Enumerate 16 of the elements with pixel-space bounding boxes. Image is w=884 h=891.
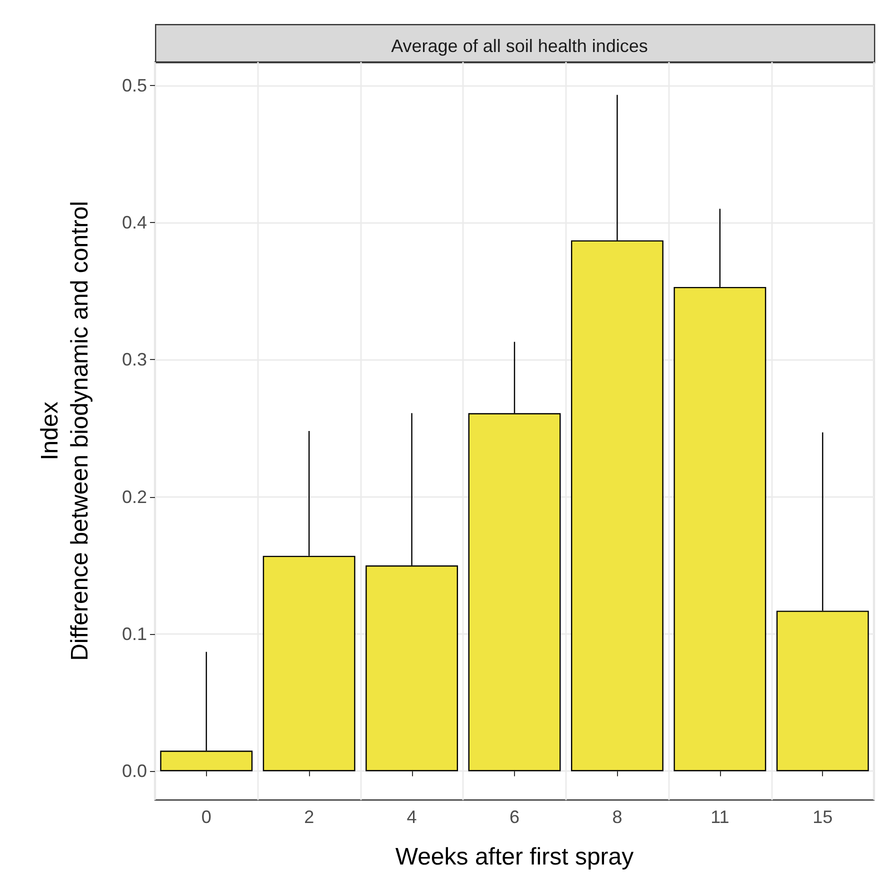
y-tick-label: 0.4 xyxy=(122,212,147,232)
chart-title: Average of all soil health indices xyxy=(391,36,648,56)
y-axis-title: Index Difference between biodynamic and control xyxy=(36,201,94,661)
x-tick-label: 8 xyxy=(612,807,622,827)
x-tick-label: 11 xyxy=(710,807,730,827)
x-tick-label: 4 xyxy=(406,807,417,827)
x-tick-label: 6 xyxy=(509,807,520,827)
y-tick-label: 0.2 xyxy=(122,486,147,507)
x-axis-title: Weeks after first spray xyxy=(395,844,634,870)
x-tick-label: 15 xyxy=(812,807,833,827)
y-tick-label: 0.0 xyxy=(122,761,147,782)
x-tick-label: 2 xyxy=(304,807,314,827)
y-tick-label: 0.3 xyxy=(122,350,147,370)
y-tick-label: 0.1 xyxy=(122,624,147,644)
x-tick-label: 0 xyxy=(201,807,212,827)
y-tick-label: 0.5 xyxy=(122,75,147,96)
